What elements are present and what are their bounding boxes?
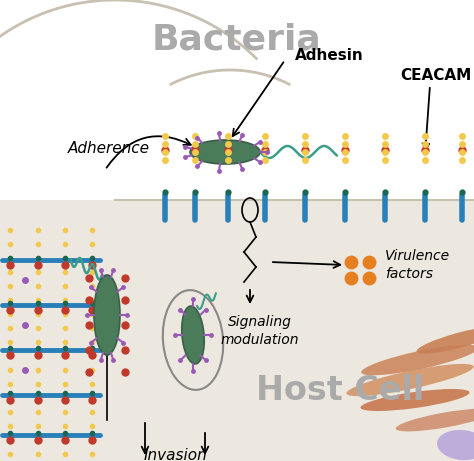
Text: Signaling
modulation: Signaling modulation <box>221 315 299 348</box>
Ellipse shape <box>94 275 120 355</box>
Ellipse shape <box>396 408 474 431</box>
Text: Adherence: Adherence <box>68 141 150 155</box>
Ellipse shape <box>346 364 474 396</box>
Ellipse shape <box>417 326 474 354</box>
Ellipse shape <box>182 306 204 364</box>
Text: Virulence
factors: Virulence factors <box>385 249 450 281</box>
Bar <box>0 0 474 200</box>
Ellipse shape <box>361 389 469 411</box>
Text: Bacteria: Bacteria <box>152 22 322 56</box>
Bar <box>0 200 474 461</box>
Ellipse shape <box>361 345 474 375</box>
Text: Host Cell: Host Cell <box>256 373 424 407</box>
Text: Adhesin: Adhesin <box>295 47 364 63</box>
Ellipse shape <box>437 430 474 460</box>
Text: CEACAM: CEACAM <box>400 67 471 83</box>
Ellipse shape <box>190 140 260 164</box>
Text: Invasion: Invasion <box>143 448 207 461</box>
